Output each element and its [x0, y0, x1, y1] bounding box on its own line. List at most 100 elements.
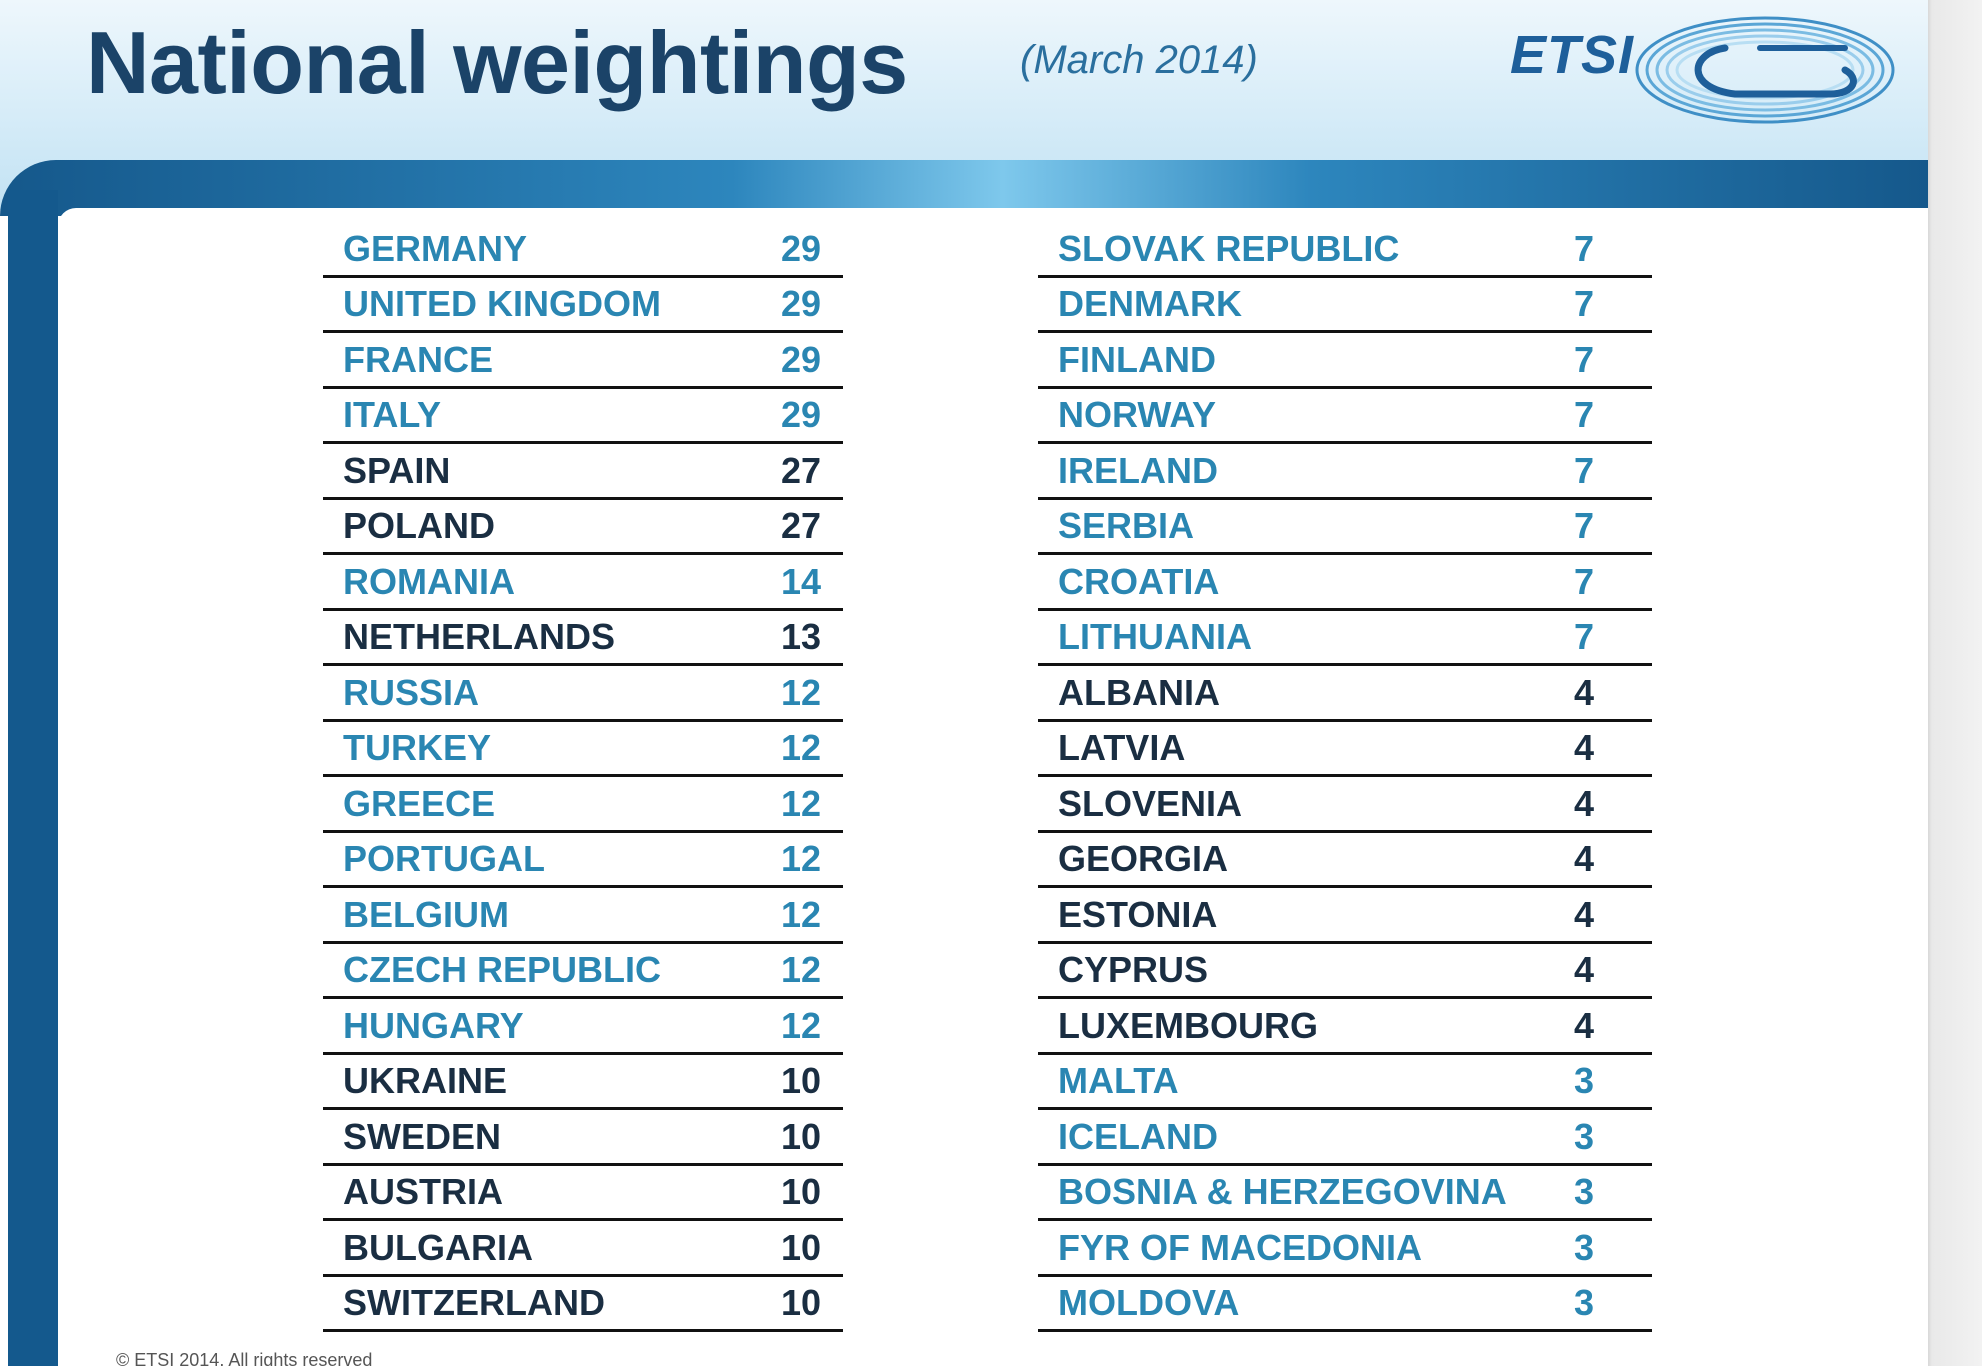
- country-name: BELGIUM: [343, 893, 509, 935]
- table-row: BULGARIA 10: [323, 1221, 843, 1277]
- country-name: BULGARIA: [343, 1226, 533, 1268]
- table-row: DENMARK 7: [1038, 278, 1652, 333]
- country-name: ITALY: [343, 394, 442, 435]
- country-name: ICELAND: [1058, 1115, 1218, 1157]
- country-name: MOLDOVA: [1058, 1282, 1240, 1323]
- table-row: FRANCE 29: [323, 333, 843, 389]
- weight-value: 12: [780, 838, 821, 879]
- country-name: GERMANY: [343, 227, 528, 269]
- table-row: HUNGARY 12: [323, 999, 843, 1055]
- weight-value: 4: [1573, 727, 1594, 768]
- weight-value: 12: [780, 727, 821, 768]
- left-weightings-table: GERMANY 29 UNITED KINGDOM 29 FRANCE 29 ITALY 29…: [323, 222, 843, 1332]
- table-row: LATVIA 4: [1038, 722, 1652, 777]
- table-row: ITALY 29: [323, 389, 843, 444]
- logo-text: ETSI: [1510, 25, 1635, 85]
- weight-value: 3: [1573, 1060, 1594, 1101]
- weight-value: 10: [780, 1226, 821, 1268]
- country-name: UNITED KINGDOM: [343, 283, 661, 324]
- table-row: SWEDEN 10: [323, 1110, 843, 1166]
- weight-value: 29: [780, 283, 821, 324]
- country-name: UKRAINE: [343, 1060, 508, 1101]
- weight-value: 12: [780, 782, 821, 824]
- weight-value: 7: [1573, 449, 1594, 491]
- etsi-logo: ETSI: [1510, 8, 1910, 138]
- country-name: RUSSIA: [343, 671, 480, 713]
- table-row: NORWAY 7: [1038, 389, 1652, 444]
- weight-value: 12: [780, 1004, 821, 1046]
- table-row: GERMANY 29: [323, 222, 843, 278]
- country-name: FYR OF MACEDONIA: [1058, 1226, 1422, 1268]
- weight-value: 4: [1573, 893, 1594, 935]
- weight-value: 10: [780, 1282, 821, 1323]
- table-row: TURKEY 12: [323, 722, 843, 777]
- weight-value: 13: [780, 616, 821, 657]
- country-name: CZECH REPUBLIC: [343, 949, 662, 990]
- table-row: ROMANIA 14: [323, 555, 843, 611]
- weight-value: 7: [1573, 616, 1594, 657]
- table-row: POLAND 27: [323, 500, 843, 555]
- weight-value: 7: [1573, 283, 1594, 324]
- weight-value: 29: [780, 227, 821, 269]
- table-row: MALTA 3: [1038, 1055, 1652, 1110]
- country-name: TURKEY: [343, 727, 492, 768]
- page-title: National weightings: [86, 13, 908, 112]
- weight-value: 4: [1573, 838, 1594, 879]
- country-name: SLOVAK REPUBLIC: [1058, 227, 1400, 269]
- weight-value: 14: [780, 560, 821, 602]
- table-row: GEORGIA 4: [1038, 833, 1652, 888]
- country-name: GREECE: [343, 782, 496, 824]
- table-row: SLOVAK REPUBLIC 7: [1038, 222, 1652, 278]
- country-name: BOSNIA & HERZEGOVINA: [1058, 1171, 1507, 1212]
- header-curve-band: [0, 160, 1928, 216]
- weight-value: 12: [780, 949, 821, 990]
- country-name: CROATIA: [1058, 560, 1220, 602]
- table-row: UNITED KINGDOM 29: [323, 278, 843, 333]
- weight-value: 3: [1573, 1171, 1594, 1212]
- etsi-swirl-icon: [1635, 16, 1895, 124]
- weight-value: 4: [1573, 1004, 1594, 1046]
- country-name: SWEDEN: [343, 1115, 502, 1157]
- table-row: AUSTRIA 10: [323, 1166, 843, 1221]
- weight-value: 10: [780, 1171, 821, 1212]
- table-row: CZECH REPUBLIC 12: [323, 944, 843, 999]
- table-row: ESTONIA 4: [1038, 888, 1652, 944]
- weight-value: 29: [780, 338, 821, 380]
- weight-value: 3: [1573, 1226, 1594, 1268]
- table-row: FINLAND 7: [1038, 333, 1652, 389]
- country-name: ROMANIA: [343, 560, 515, 602]
- weight-value: 27: [780, 505, 821, 546]
- weight-value: 4: [1573, 949, 1594, 990]
- country-name: SLOVENIA: [1058, 782, 1243, 824]
- country-name: AUSTRIA: [343, 1171, 503, 1212]
- copyright-footer: © ETSI 2014. All rights reserved: [116, 1350, 373, 1366]
- country-name: DENMARK: [1058, 283, 1242, 324]
- table-row: SWITZERLAND 10: [323, 1277, 843, 1332]
- weight-value: 7: [1573, 505, 1594, 546]
- weight-value: 12: [780, 671, 821, 713]
- country-name: FINLAND: [1058, 338, 1216, 380]
- country-name: POLAND: [343, 505, 495, 546]
- content-area: [58, 208, 1928, 1366]
- table-row: FYR OF MACEDONIA 3: [1038, 1221, 1652, 1277]
- weight-value: 7: [1573, 338, 1594, 380]
- country-name: NORWAY: [1058, 394, 1217, 435]
- country-name: LATVIA: [1058, 727, 1186, 768]
- country-name: FRANCE: [343, 338, 493, 380]
- country-name: ALBANIA: [1058, 671, 1220, 713]
- table-row: MOLDOVA 3: [1038, 1277, 1652, 1332]
- table-row: NETHERLANDS 13: [323, 611, 843, 666]
- weight-value: 10: [780, 1060, 821, 1101]
- weight-value: 12: [780, 893, 821, 935]
- weight-value: 3: [1573, 1115, 1594, 1157]
- weight-value: 4: [1573, 782, 1594, 824]
- weight-value: 29: [780, 394, 821, 435]
- table-row: PORTUGAL 12: [323, 833, 843, 888]
- slide: National weightings (March 2014) ETSI GE…: [0, 0, 1928, 1366]
- right-gutter: [1928, 0, 1982, 1366]
- table-row: ICELAND 3: [1038, 1110, 1652, 1166]
- table-row: BELGIUM 12: [323, 888, 843, 944]
- country-name: ESTONIA: [1058, 893, 1218, 935]
- country-name: IRELAND: [1058, 449, 1218, 491]
- table-row: LITHUANIA 7: [1038, 611, 1652, 666]
